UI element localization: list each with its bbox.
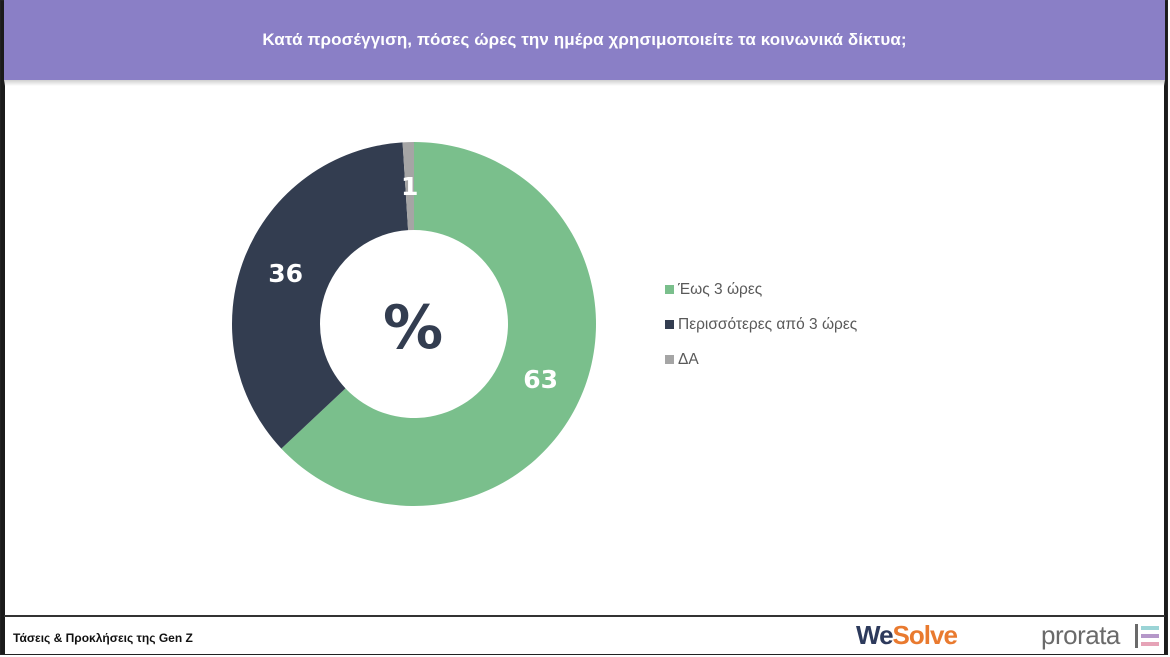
legend-swatch [665,320,674,329]
wesolve-logo: WeSolve [856,620,958,650]
slice-value-label-2: 36 [268,259,303,288]
slice-value-label-3: 1 [401,172,418,201]
footer-divider [4,615,1165,617]
legend-label: Περισσότερες από 3 ώρες [678,315,858,333]
legend-swatch [665,285,674,294]
donut-slice-1 [281,142,596,506]
chart-legend: Έως 3 ώρες Περισσότερες από 3 ώρες ΔΑ [665,272,857,377]
legend-item-3: ΔΑ [665,342,857,377]
title-shadow [4,80,1165,86]
legend-swatch [665,355,674,364]
slice-value-label-1: 63 [523,365,558,394]
slide-title-bar: Κατά προσέγγιση, πόσες ώρες την ημέρα χρ… [4,0,1165,80]
footer-caption: Τάσεις & Προκλήσεις της Gen Z [13,631,193,645]
prorata-logo-mark [1135,624,1159,648]
slide-title: Κατά προσέγγιση, πόσες ώρες την ημέρα χρ… [262,30,907,49]
legend-item-1: Έως 3 ώρες [665,272,857,307]
legend-label: Έως 3 ώρες [678,280,763,298]
donut-slice-3 [402,142,414,231]
center-percent-label: % [383,293,443,363]
legend-item-2: Περισσότερες από 3 ώρες [665,307,857,342]
legend-label: ΔΑ [678,350,699,368]
prorata-logo: prorata [1041,620,1120,650]
donut-slice-2 [231,142,409,449]
